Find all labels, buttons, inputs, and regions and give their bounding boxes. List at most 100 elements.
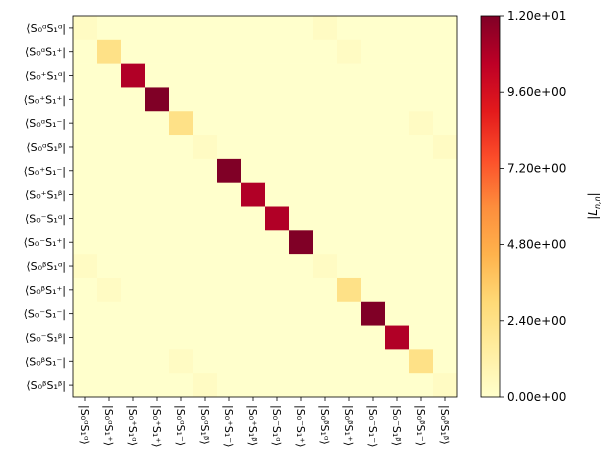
heatmap-cell <box>121 111 146 136</box>
heatmap-cell <box>361 87 386 112</box>
heatmap-cell <box>265 349 290 374</box>
colorbar-tick-label: 2.40e+00 <box>507 314 566 328</box>
column-tick-label: |S₀ᵅS₁ᵅ⟩ <box>78 405 91 445</box>
heatmap-cell <box>385 230 410 255</box>
heatmap-cell <box>289 39 314 64</box>
heatmap-cell <box>289 349 314 374</box>
heatmap-cell <box>73 87 98 112</box>
heatmap-cell <box>337 373 362 398</box>
heatmap-cell <box>313 373 338 398</box>
heatmap-cell <box>145 111 170 136</box>
row-tick-label: ⟨S₀ᵝS₁⁻| <box>25 355 66 368</box>
row-tick-label: ⟨S₀ᵝS₁⁺| <box>25 284 66 297</box>
heatmap-cell <box>169 254 194 279</box>
column-tick-label: |S₀ᵅS₁ᵝ⟩ <box>198 405 211 445</box>
heatmap-cell <box>193 373 218 398</box>
column-tick-label: |S₀ᵝS₁⁺⟩ <box>342 405 355 446</box>
heatmap-cell <box>385 158 410 183</box>
column-tick-label: |S₀⁻S₁⁺⟩ <box>294 405 307 447</box>
heatmap-cell <box>289 16 314 41</box>
heatmap-cell <box>193 325 218 350</box>
heatmap-cell <box>97 254 122 279</box>
heatmap-cell <box>145 301 170 326</box>
heatmap-cell <box>433 325 458 350</box>
column-tick-label: |S₀ᵝS₁⁻⟩ <box>414 405 427 446</box>
heatmap-cell <box>337 111 362 136</box>
heatmap-cell <box>217 230 242 255</box>
heatmap-cell <box>193 135 218 160</box>
heatmap-cell <box>121 373 146 398</box>
heatmap-cell <box>433 277 458 303</box>
row-tick-label: ⟨S₀ᵝS₁ᵅ| <box>26 260 66 273</box>
heatmap-cell <box>409 16 434 41</box>
row-tick-label: ⟨S₀⁺S₁⁺| <box>24 93 66 106</box>
heatmap-cell <box>73 63 98 88</box>
heatmap-cell <box>169 158 194 183</box>
heatmap-cell <box>361 158 386 183</box>
heatmap-cell <box>73 325 98 350</box>
heatmap-cell <box>289 230 314 255</box>
heatmap-cell <box>169 277 194 303</box>
heatmap-cell <box>337 325 362 350</box>
heatmap-cell <box>169 325 194 350</box>
heatmap-cell <box>169 39 194 64</box>
heatmap-cell <box>97 87 122 112</box>
heatmap-cell <box>433 158 458 183</box>
heatmap-cell <box>313 301 338 326</box>
heatmap-cell <box>313 325 338 350</box>
heatmap-cell <box>97 16 122 41</box>
heatmap-cell <box>97 158 122 183</box>
column-tick-label: |S₀ᵅS₁⁺⟩ <box>102 405 115 446</box>
heatmap-cell <box>289 111 314 136</box>
heatmap-cell <box>313 63 338 88</box>
heatmap-cell <box>73 254 98 279</box>
heatmap-cell <box>313 16 338 41</box>
heatmap-cell <box>121 230 146 255</box>
heatmap-cell <box>313 349 338 374</box>
heatmap-cell <box>193 182 218 207</box>
row-tick-label: ⟨S₀ᵅS₁⁻| <box>25 117 66 130</box>
heatmap-cell <box>73 277 98 303</box>
heatmap-cell <box>313 206 338 231</box>
heatmap-cell <box>193 230 218 255</box>
heatmap-cell <box>169 230 194 255</box>
heatmap-cell <box>265 111 290 136</box>
colorbar-label: |Ln,n| <box>586 192 602 219</box>
heatmap-cell <box>73 349 98 374</box>
heatmap-cell <box>169 16 194 41</box>
column-tick-label: |S₀⁻S₁ᵅ⟩ <box>270 405 283 446</box>
heatmap-cell <box>361 230 386 255</box>
heatmap-cell <box>433 39 458 64</box>
heatmap-cell <box>409 111 434 136</box>
heatmap-cell <box>337 349 362 374</box>
heatmap-cell <box>145 325 170 350</box>
heatmap-cell <box>169 63 194 88</box>
heatmap-cell <box>289 301 314 326</box>
heatmap-cell <box>145 230 170 255</box>
heatmap-cell <box>193 277 218 303</box>
heatmap-cell <box>217 16 242 41</box>
heatmap-cell <box>145 16 170 41</box>
heatmap-cell <box>337 301 362 326</box>
heatmap-cell <box>97 39 122 64</box>
heatmap-cell <box>361 182 386 207</box>
heatmap-cell <box>73 135 98 160</box>
heatmap-cell <box>97 182 122 207</box>
heatmap-cell <box>121 325 146 350</box>
heatmap-cell <box>145 254 170 279</box>
row-tick-label: ⟨S₀ᵝS₁ᵝ| <box>26 379 66 392</box>
heatmap-cell <box>385 63 410 88</box>
heatmap-cell <box>337 63 362 88</box>
heatmap-cell <box>193 301 218 326</box>
heatmap-cell <box>361 277 386 303</box>
colorbar-ticks: 0.00e+00 2.40e+00 4.80e+00 7.20e+00 9.60e+00… <box>500 9 566 404</box>
heatmap-cell <box>361 111 386 136</box>
heatmap-cells <box>73 16 458 398</box>
heatmap-cell <box>73 16 98 41</box>
heatmap-cell <box>289 87 314 112</box>
heatmap-cell <box>313 111 338 136</box>
column-tick-label: |S₀⁻S₁⁻⟩ <box>366 405 379 447</box>
row-tick-label: ⟨S₀⁻S₁⁺| <box>24 236 66 249</box>
heatmap-cell <box>265 182 290 207</box>
heatmap-cell <box>73 373 98 398</box>
